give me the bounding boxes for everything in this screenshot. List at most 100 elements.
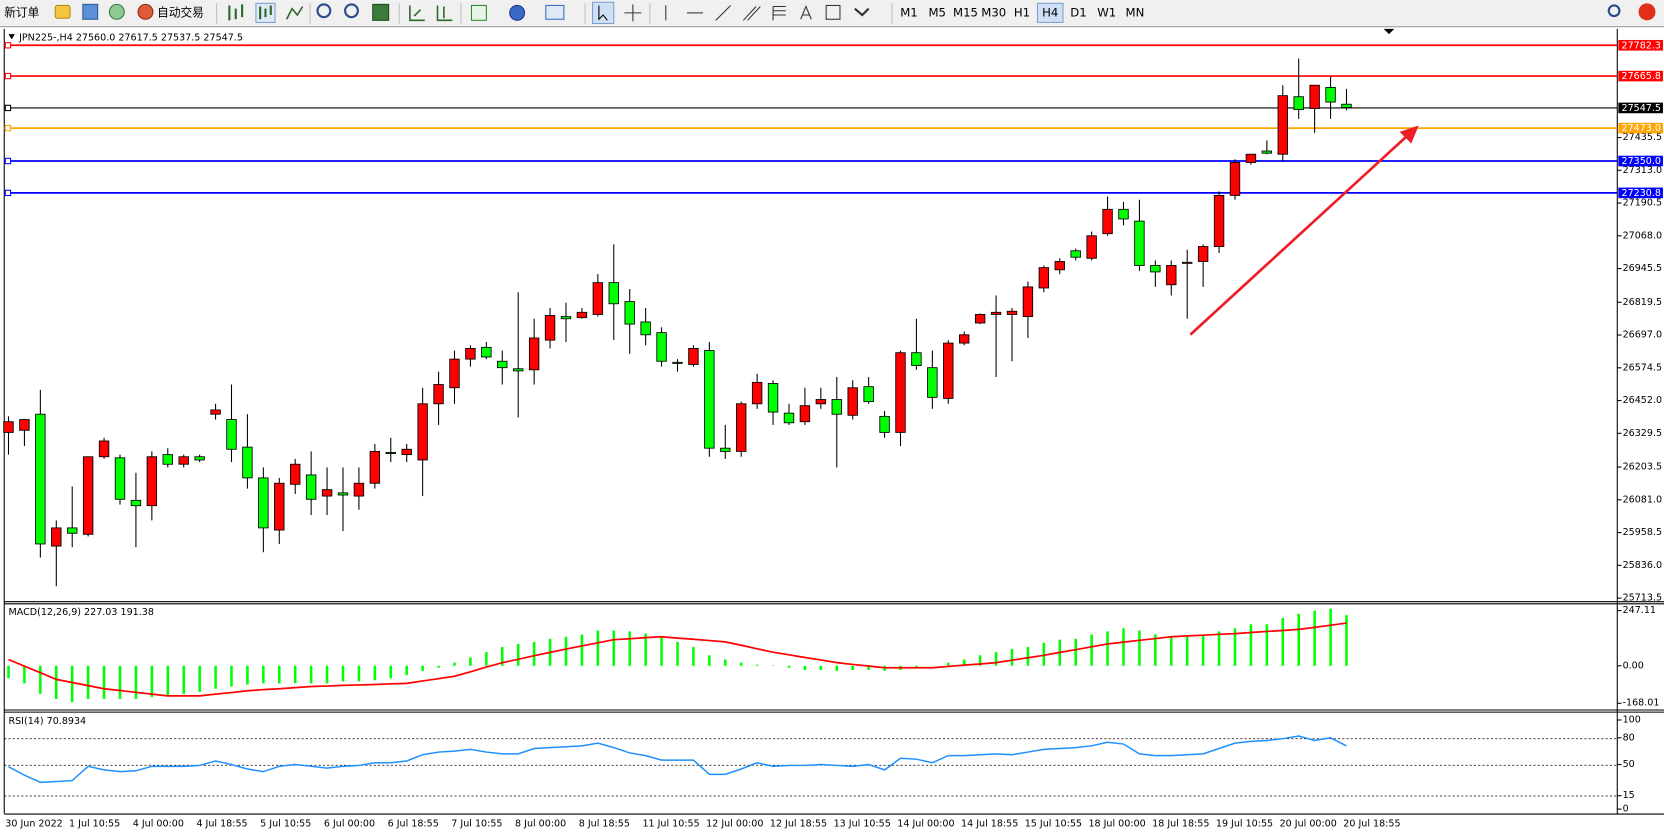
- candle-body-down: [863, 386, 874, 403]
- y-tick-label: 26329.5: [1623, 428, 1662, 439]
- candle-body-up: [51, 527, 62, 547]
- tile-windows-icon[interactable]: [372, 3, 390, 21]
- macd-bar: [755, 664, 759, 666]
- timeframe-bar: M1 M5 M15 M30 H1 H4 D1 W1 MN: [900, 2, 1145, 23]
- candle-body-down: [35, 413, 46, 545]
- crosshair-tool[interactable]: [624, 4, 642, 22]
- macd-bar: [787, 665, 791, 668]
- macd-bar: [978, 655, 982, 666]
- high-label: 27617.5: [118, 32, 157, 43]
- fibonacci-tool[interactable]: [772, 5, 786, 21]
- templates-icon[interactable]: [545, 4, 565, 20]
- trendline-tool[interactable]: [715, 5, 731, 21]
- navigator-icon[interactable]: [108, 3, 125, 20]
- timeframe-button[interactable]: H4: [1042, 5, 1058, 19]
- auto-trading-icon[interactable]: [137, 3, 154, 20]
- candle-body-up: [82, 456, 94, 535]
- macd-bar: [676, 641, 679, 666]
- x-tick-label: 12 Jul 18:55: [770, 819, 827, 830]
- timeframe-button[interactable]: D1: [1070, 5, 1086, 19]
- macd-bar: [1170, 636, 1173, 666]
- arrow-shaft: [1189, 134, 1409, 336]
- periods-icon[interactable]: [509, 4, 526, 21]
- macd-bar: [1042, 642, 1046, 666]
- price-level-tag: [1618, 39, 1663, 51]
- candle-body-up: [19, 419, 30, 431]
- candle-body-down: [560, 316, 572, 320]
- candle-body-up: [465, 347, 476, 360]
- timeframe-button[interactable]: MN: [1126, 5, 1145, 19]
- timeframe-button[interactable]: H1: [1014, 5, 1030, 19]
- macd-bar: [102, 665, 106, 700]
- chart-shift-icon[interactable]: [436, 5, 453, 22]
- candle-body-down: [497, 360, 508, 369]
- zoom-out-icon[interactable]: [344, 3, 359, 19]
- macd-bar: [1154, 634, 1157, 666]
- channel-tool[interactable]: [742, 6, 761, 21]
- macd-bar: [644, 633, 647, 666]
- autoscroll-icon[interactable]: [409, 5, 425, 22]
- x-tick-label: 5 Jul 10:55: [260, 819, 311, 830]
- trend-arrow: [1189, 125, 1419, 336]
- candle-body-down: [1341, 103, 1352, 108]
- price-level-tag: [1618, 122, 1663, 134]
- market-watch-icon[interactable]: [54, 4, 71, 19]
- macd-bar: [246, 665, 249, 685]
- arrows-tool[interactable]: [854, 7, 870, 17]
- macd-bar: [262, 665, 265, 684]
- timeframe-button[interactable]: M30: [981, 5, 1006, 19]
- macd-bar: [612, 630, 616, 666]
- notification-badge[interactable]: [1638, 3, 1656, 21]
- candle-body-down: [1118, 208, 1129, 220]
- price-level-tag: [1618, 187, 1663, 199]
- price-level-label: 27547.5: [1622, 103, 1661, 114]
- timeframe-button[interactable]: M5: [928, 5, 946, 19]
- rsi-title: RSI(14): [8, 716, 43, 727]
- x-tick-label: 18 Jul 00:00: [1088, 819, 1145, 830]
- macd-bar: [485, 652, 488, 666]
- timeframe-button[interactable]: W1: [1097, 5, 1116, 19]
- macd-bar: [86, 665, 90, 700]
- macd-bar: [1074, 638, 1077, 666]
- x-tick-label: 14 Jul 00:00: [897, 819, 954, 830]
- candle-body-down: [1293, 96, 1304, 110]
- search-icon[interactable]: [1607, 4, 1621, 18]
- macd-bar: [214, 665, 217, 689]
- label-tool[interactable]: [825, 4, 841, 20]
- macd-value: 227.03: [84, 606, 117, 617]
- rsi-value: 70.8934: [47, 716, 86, 727]
- cursor-tool-active[interactable]: [592, 1, 615, 25]
- candle-body-up: [433, 384, 444, 405]
- new-order-button[interactable]: 新订单: [4, 5, 39, 19]
- y-tick-label: 247.11: [1623, 605, 1656, 616]
- macd-bar: [469, 657, 472, 666]
- symbol-label: JPN225-,H4: [18, 32, 73, 43]
- candle-body-down: [114, 457, 126, 500]
- timeframe-button[interactable]: M15: [953, 5, 978, 19]
- active-timeframe-box: [1036, 2, 1064, 23]
- candle-body-up: [417, 403, 428, 461]
- chart-header: JPN225-,H4 27560.0 27617.5 27537.5 27547…: [18, 32, 243, 43]
- indicators-icon[interactable]: [470, 4, 487, 21]
- line-chart-icon[interactable]: [286, 6, 304, 20]
- macd-bar: [835, 665, 839, 671]
- macd-bar: [1106, 631, 1109, 666]
- auto-trading-button[interactable]: 自动交易: [157, 5, 204, 19]
- candle-body-down: [767, 383, 779, 413]
- timeframe-button[interactable]: M1: [900, 5, 918, 19]
- y-tick-label: 0.00: [1623, 660, 1644, 671]
- price-level-handle: [4, 124, 12, 132]
- macd-bar: [421, 665, 424, 671]
- macd-bar: [166, 665, 170, 696]
- zoom-in-icon[interactable]: [316, 3, 332, 19]
- text-tool[interactable]: [800, 5, 812, 20]
- candle-body-down: [704, 350, 715, 449]
- macd-bar: [947, 662, 950, 666]
- plot-layer: 27435.5 27313.0 27190.5 27068.0 26945.5 26819…: [3, 39, 1663, 830]
- candle-body-up: [799, 405, 811, 423]
- candle-body-down: [305, 474, 317, 500]
- bar-chart-icon[interactable]: [228, 4, 244, 21]
- data-window-icon[interactable]: [82, 3, 99, 20]
- y-tick-label: 26574.5: [1623, 362, 1662, 373]
- price-level-label: 27665.8: [1622, 71, 1661, 82]
